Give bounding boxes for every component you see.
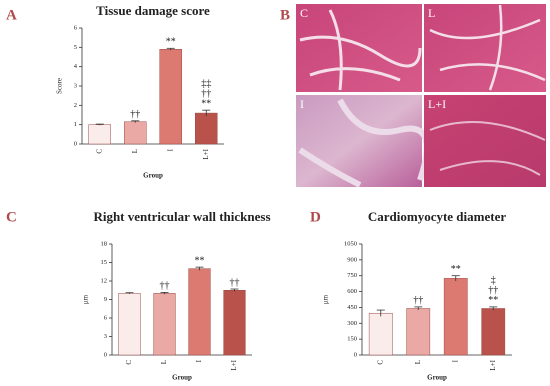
x-tick-label: L — [414, 360, 422, 364]
tile — [296, 4, 422, 92]
tile-label: I — [300, 97, 304, 111]
significance-mark: †† — [160, 281, 170, 292]
y-tick-label: 12 — [101, 277, 108, 284]
panel-letter: B — [280, 7, 290, 23]
tile-label: L — [428, 6, 435, 20]
y-tick-label: 300 — [347, 320, 357, 327]
x-axis-label: Group — [427, 374, 447, 382]
y-axis-label: Score — [56, 78, 64, 94]
histology-panel: B C L I L+I — [280, 4, 546, 188]
y-tick-label: 1050 — [344, 240, 357, 247]
y-tick-label: 9 — [104, 296, 107, 303]
y-tick-label: 18 — [101, 240, 108, 247]
y-tick-label: 3 — [74, 82, 77, 89]
chart-title: Right ventricular wall thickness — [93, 209, 270, 224]
x-tick-label: C — [125, 360, 133, 365]
y-axis-label: μm — [82, 294, 90, 304]
y-tick-label: 6 — [104, 314, 108, 321]
significance-mark: ** — [195, 255, 205, 266]
y-tick-label: 1 — [74, 121, 77, 128]
significance-mark: †† — [230, 277, 240, 288]
bar — [443, 278, 468, 356]
x-tick-label: C — [95, 149, 103, 154]
chart: A Tissue damage score 0 1 2 3 4 5 6 Score Group C L †… — [6, 3, 224, 180]
x-tick-label: L+I — [489, 359, 497, 370]
y-tick-label: 0 — [74, 140, 77, 147]
significance-mark: ** — [451, 264, 461, 275]
tile-label: L+I — [428, 97, 446, 111]
bar — [481, 308, 506, 356]
tile — [424, 4, 546, 92]
significance-mark: †† — [130, 109, 140, 120]
x-tick-label: I — [166, 148, 174, 151]
y-tick-label: 2 — [74, 102, 77, 109]
tile — [424, 95, 546, 187]
y-tick-label: 15 — [101, 259, 108, 266]
significance-mark: ** — [488, 295, 498, 306]
chart-title: Tissue damage score — [96, 3, 210, 18]
x-tick-label: I — [195, 359, 203, 362]
x-axis-label: Group — [172, 374, 192, 382]
y-tick-label: 900 — [347, 256, 357, 263]
y-tick-label: 150 — [347, 336, 357, 343]
significance-mark: ‡‡ — [201, 78, 211, 89]
x-tick-label: L+I — [230, 359, 238, 370]
significance-mark: ** — [201, 98, 211, 109]
tissue-streak — [429, 4, 546, 91]
bar — [159, 49, 183, 145]
bar — [223, 290, 246, 356]
panel-letter: D — [310, 209, 321, 225]
bar — [118, 293, 141, 356]
y-tick-label: 6 — [74, 24, 78, 31]
significance-mark: †† — [201, 88, 211, 99]
bar — [123, 121, 147, 145]
chart: D Cardiomyocyte diameter 0 150 300 450 600 750 9… — [310, 209, 512, 382]
x-tick-label: L+I — [202, 148, 210, 159]
y-tick-label: 600 — [347, 288, 357, 295]
y-tick-label: 0 — [104, 351, 107, 358]
y-tick-label: 4 — [74, 63, 78, 70]
y-tick-label: 0 — [354, 351, 357, 358]
bar — [368, 312, 393, 356]
significance-mark: ** — [166, 37, 176, 48]
bar — [194, 112, 218, 145]
bar — [188, 268, 211, 356]
x-axis-label: Group — [143, 172, 163, 180]
tile — [296, 95, 422, 187]
panel-letter: A — [6, 7, 17, 23]
panel-letter: C — [6, 209, 17, 225]
x-tick-label: I — [451, 359, 459, 362]
y-tick-label: 450 — [347, 304, 357, 311]
chart-title: Cardiomyocyte diameter — [368, 209, 506, 224]
bar — [406, 308, 431, 356]
x-tick-label: C — [376, 360, 384, 365]
y-tick-label: 750 — [347, 272, 357, 279]
y-tick-label: 5 — [74, 44, 77, 51]
bar — [88, 124, 112, 145]
x-tick-label: L — [131, 149, 139, 153]
significance-mark: ‡ — [491, 275, 496, 286]
chart: C Right ventricular wall thickness 0 3 6 9 12 1… — [6, 209, 271, 382]
tissue-streak — [429, 121, 546, 176]
significance-mark: †† — [413, 295, 423, 306]
significance-mark: †† — [488, 285, 498, 296]
bar — [153, 293, 176, 356]
y-tick-label: 3 — [104, 333, 107, 340]
y-axis-label: μm — [322, 294, 330, 304]
tile-label: C — [300, 6, 308, 20]
tissue-streak — [299, 9, 422, 91]
x-tick-label: L — [160, 360, 168, 364]
